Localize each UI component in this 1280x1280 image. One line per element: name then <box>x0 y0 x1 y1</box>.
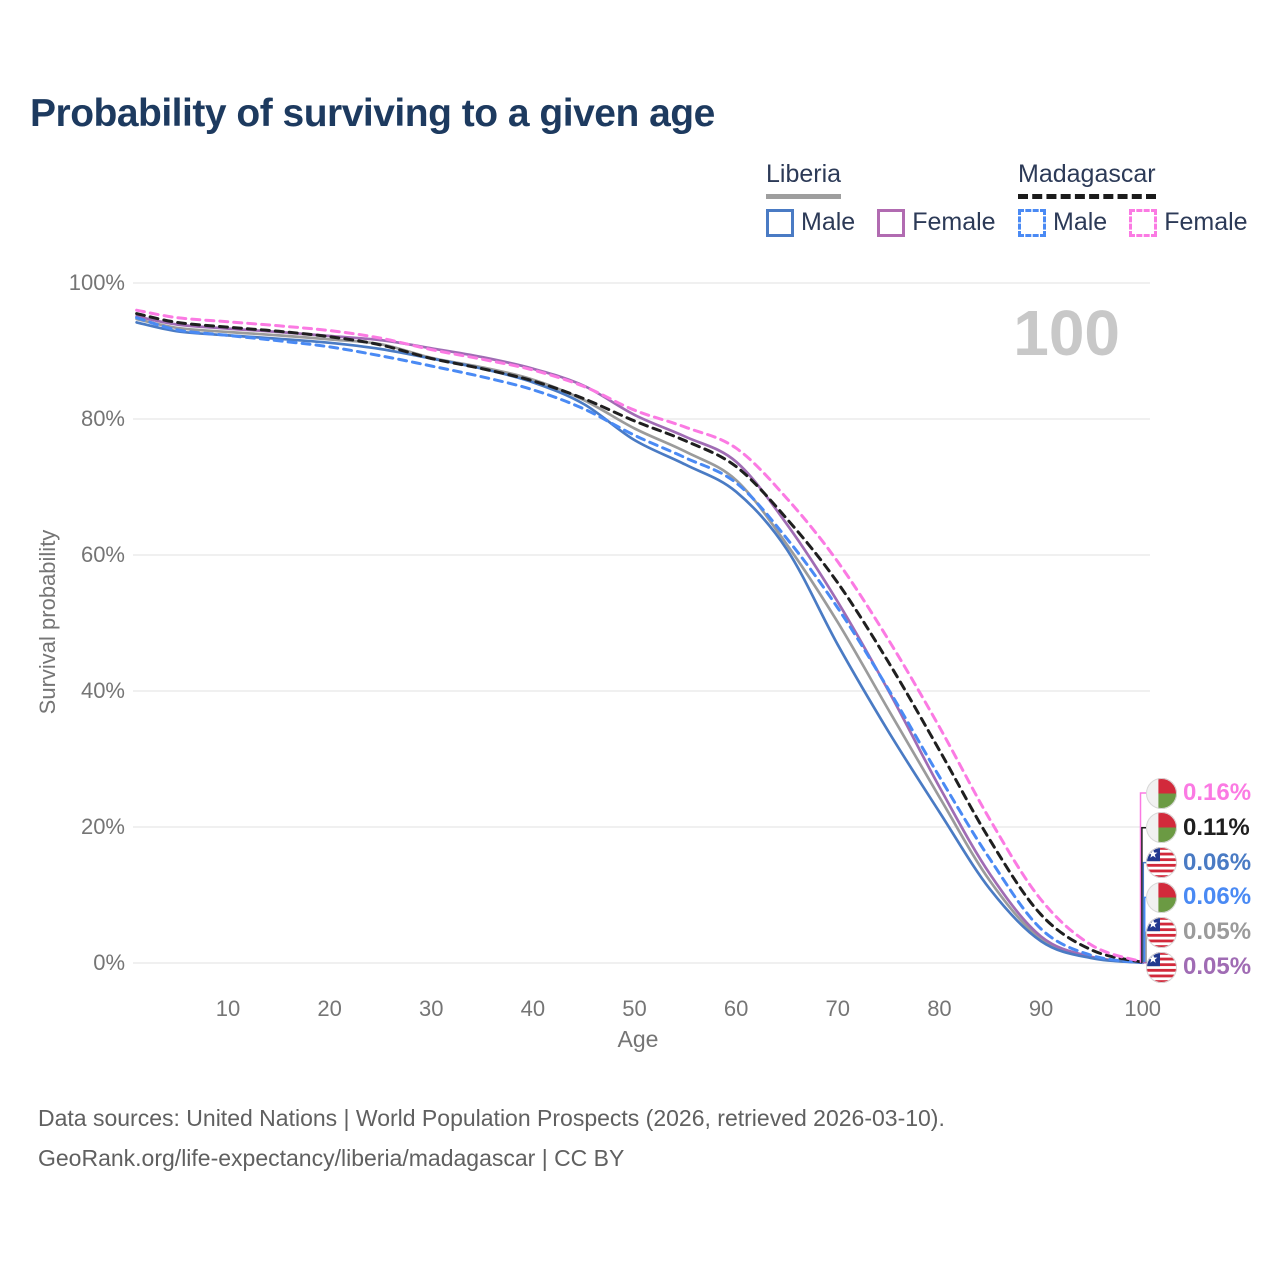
x-tick-label: 50 <box>622 996 647 1021</box>
x-axis-title: Age <box>617 1026 659 1052</box>
legend-swatch-icon <box>1129 208 1158 237</box>
end-label-value: 0.16% <box>1183 779 1252 806</box>
legend-item-madagascar-male[interactable]: Male <box>1018 208 1107 237</box>
data-sources-line: Data sources: United Nations | World Pop… <box>38 1105 945 1131</box>
legend-swatch-icon <box>766 208 794 237</box>
end-label-value: 0.11% <box>1183 813 1250 841</box>
end-label-liberia-male: 0.06% <box>1146 847 1251 879</box>
footer: Data sources: United Nations | World Pop… <box>38 1098 945 1178</box>
series-line-madagascar-male[interactable] <box>135 316 1145 965</box>
x-tick-label: 100 <box>1124 996 1162 1021</box>
x-tick-label: 60 <box>723 996 749 1021</box>
legend-item-label: Male <box>801 208 856 236</box>
legend-group-madagascar: Madagascar Male Female <box>1018 160 1248 237</box>
y-tick-label: 40% <box>80 678 125 703</box>
age-watermark: 100 <box>1013 297 1120 369</box>
y-tick-label: 0% <box>93 950 125 975</box>
legend-group-liberia: Liberia Male Female <box>766 160 996 237</box>
x-tick-label: 40 <box>520 996 546 1021</box>
x-tick-label: 30 <box>419 996 444 1021</box>
x-tick-label: 20 <box>317 996 342 1021</box>
legend-group-title: Liberia <box>766 160 842 199</box>
series-line-madagascar-female[interactable] <box>135 308 1145 964</box>
liberia-flag-icon <box>1146 847 1177 879</box>
series-line-liberia-female[interactable] <box>135 314 1145 965</box>
end-label-liberia-female: 0.05% <box>1146 951 1251 983</box>
attribution-line: GeoRank.org/life-expectancy/liberia/mada… <box>38 1145 625 1171</box>
y-tick-label: 20% <box>80 814 125 839</box>
liberia-flag-icon <box>1146 916 1177 948</box>
series-line-liberia-male[interactable] <box>135 321 1145 964</box>
x-tick-label: 70 <box>825 996 851 1021</box>
page-title: Probability of surviving to a given age <box>30 92 715 135</box>
y-tick-label: 100% <box>68 270 125 295</box>
end-label-value: 0.05% <box>1183 918 1252 946</box>
end-label-liberia: 0.05% <box>1146 916 1251 948</box>
x-tick-label: 10 <box>215 996 241 1021</box>
legend-swatch-icon <box>877 208 906 237</box>
legend-group-title: Madagascar <box>1018 160 1156 199</box>
legend-item-liberia-female[interactable]: Female <box>877 208 996 237</box>
madagascar-flag-icon <box>1146 881 1177 913</box>
y-tick-label: 80% <box>80 406 125 431</box>
legend-item-madagascar-female[interactable]: Female <box>1129 208 1248 237</box>
legend-item-label: Female <box>1164 208 1248 236</box>
series-line-liberia[interactable] <box>135 317 1145 965</box>
y-tick-label: 60% <box>80 542 125 567</box>
end-label-madagascar: 0.11% <box>1146 812 1250 844</box>
end-label-connector <box>1141 827 1147 964</box>
legend-item-liberia-male[interactable]: Male <box>766 208 855 237</box>
madagascar-flag-icon <box>1146 777 1177 809</box>
x-tick-label: 90 <box>1028 996 1054 1021</box>
liberia-flag-icon <box>1146 951 1177 983</box>
end-label-madagascar-male: 0.06% <box>1146 881 1251 913</box>
end-label-madagascar-female: 0.16% <box>1146 777 1251 809</box>
madagascar-flag-icon <box>1146 812 1177 844</box>
legend-item-label: Male <box>1053 208 1108 236</box>
legend-item-label: Female <box>912 208 996 236</box>
legend-swatch-icon <box>1018 208 1046 237</box>
end-label-value: 0.06% <box>1183 883 1252 911</box>
series-line-madagascar[interactable] <box>135 312 1145 964</box>
end-label-value: 0.05% <box>1183 953 1252 980</box>
end-label-value: 0.06% <box>1183 848 1252 876</box>
x-tick-label: 80 <box>927 996 952 1021</box>
